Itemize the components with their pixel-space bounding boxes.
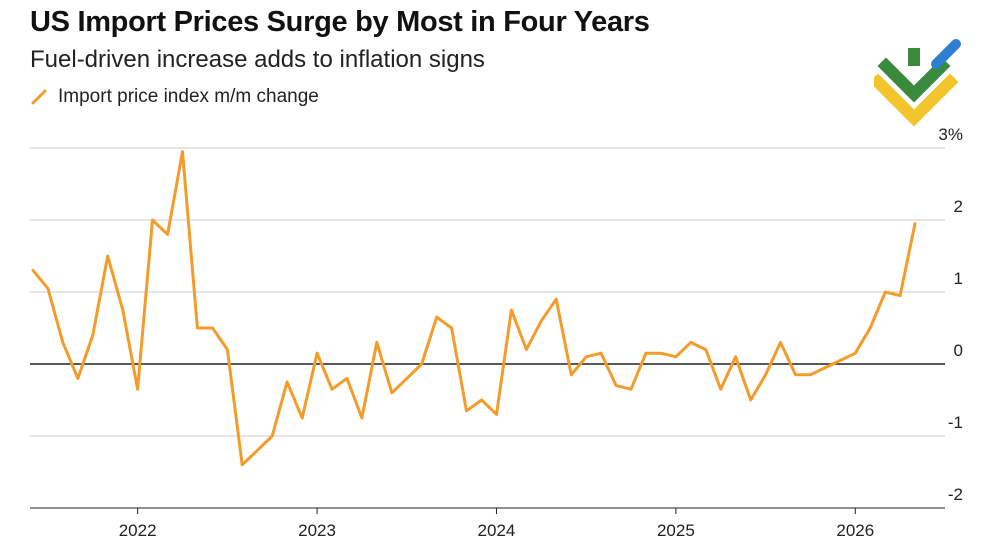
x-tick-label: 2025: [657, 521, 695, 540]
legend-label: Import price index m/m change: [58, 86, 319, 107]
y-tick-label: 0: [954, 341, 963, 360]
legend: Import price index m/m change: [30, 86, 319, 108]
chart-subtitle: Fuel-driven increase adds to inflation s…: [30, 46, 485, 73]
y-tick-label: -1: [948, 413, 963, 432]
y-tick-label: 2: [954, 197, 963, 216]
x-tick-label: 2022: [119, 521, 157, 540]
x-tick-label: 2024: [478, 521, 516, 540]
x-tick-label: 2026: [836, 521, 874, 540]
y-tick-label: 3%: [938, 125, 963, 144]
x-tick-label: 2023: [298, 521, 336, 540]
y-tick-label: 1: [954, 269, 963, 288]
series-line-import-price: [31, 150, 917, 467]
legend-line-icon: [31, 89, 47, 105]
y-tick-label: -2: [948, 485, 963, 504]
brand-logo-icon: [874, 39, 961, 127]
chart-title: US Import Prices Surge by Most in Four Y…: [30, 6, 650, 38]
